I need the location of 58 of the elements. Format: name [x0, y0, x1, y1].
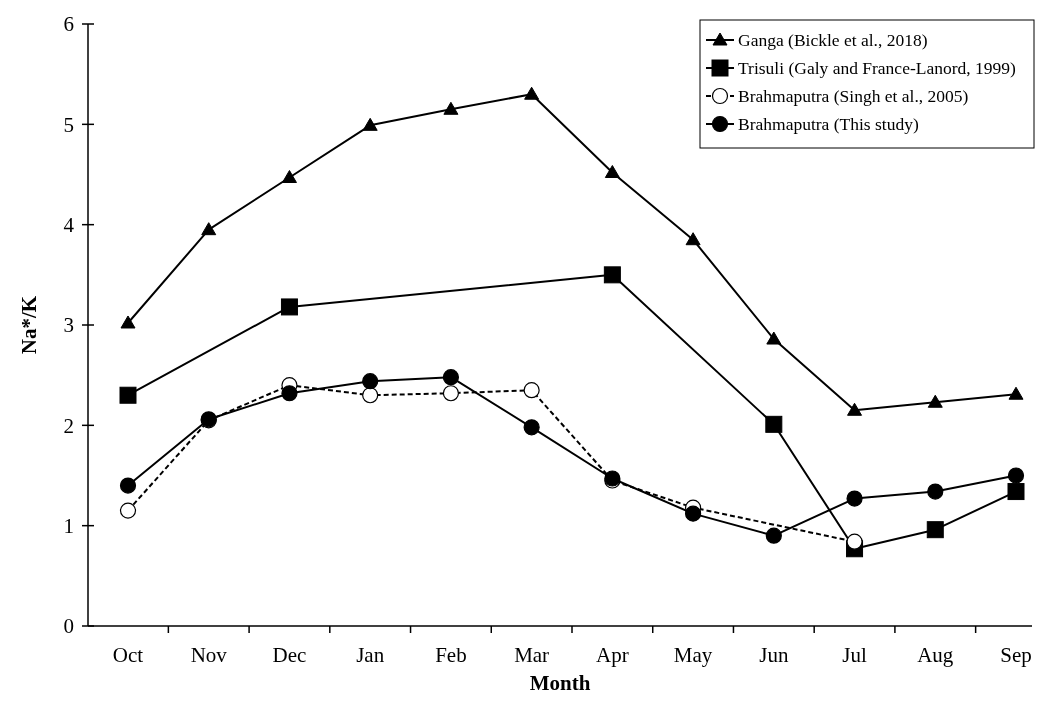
legend-label: Ganga (Bickle et al., 2018) [738, 30, 928, 51]
y-tick-label: 1 [63, 514, 74, 539]
point [201, 222, 217, 236]
x-tick-label: Sep [1000, 643, 1032, 667]
point [927, 394, 943, 408]
point [281, 170, 297, 184]
point [442, 369, 460, 386]
y-tick-label: 5 [63, 112, 74, 137]
point [927, 483, 944, 500]
point [1007, 467, 1025, 484]
point [685, 232, 701, 246]
y-tick-label: 4 [63, 213, 75, 238]
x-tick-label: Nov [190, 643, 228, 667]
point [846, 533, 863, 550]
y-tick-label: 2 [63, 413, 74, 438]
point [603, 266, 621, 284]
point [523, 419, 540, 436]
y-tick-label: 0 [63, 614, 74, 639]
point [119, 386, 137, 404]
point [119, 502, 137, 519]
x-tick-label: Feb [435, 643, 467, 667]
point [523, 382, 540, 399]
legend-label: Trisuli (Galy and France-Lanord, 1999) [738, 58, 1017, 79]
point [362, 373, 379, 390]
point [684, 505, 702, 522]
point [443, 101, 459, 115]
point [846, 490, 863, 507]
point [1007, 483, 1025, 501]
x-tick-label: Jan [356, 643, 385, 667]
x-axis-title: Month [529, 671, 591, 695]
point [119, 477, 137, 494]
point [1008, 386, 1024, 400]
point [847, 402, 863, 416]
x-tick-label: Mar [514, 643, 550, 667]
point [280, 298, 298, 316]
point [765, 527, 782, 544]
legend-label: Brahmaputra (This study) [738, 114, 919, 135]
x-tick-label: Aug [917, 643, 954, 667]
x-tick-label: Jul [842, 643, 867, 667]
point [926, 521, 944, 539]
point [281, 385, 298, 402]
point [765, 415, 783, 433]
legend-label: Brahmaputra (Singh et al., 2005) [738, 86, 969, 107]
x-tick-label: May [673, 643, 713, 667]
point [120, 315, 136, 329]
x-tick-label: Apr [596, 643, 629, 667]
point [524, 86, 540, 100]
point [766, 331, 782, 345]
point [362, 117, 378, 131]
point [442, 385, 460, 402]
y-axis-title: Na*/K [17, 295, 41, 355]
point [362, 387, 379, 404]
y-tick-label: 3 [63, 313, 74, 338]
x-tick-label: Jun [759, 643, 789, 667]
x-tick-label: Dec [272, 643, 307, 667]
x-tick-label: Oct [112, 643, 144, 667]
y-tick-label: 6 [63, 12, 74, 37]
point [604, 164, 620, 178]
